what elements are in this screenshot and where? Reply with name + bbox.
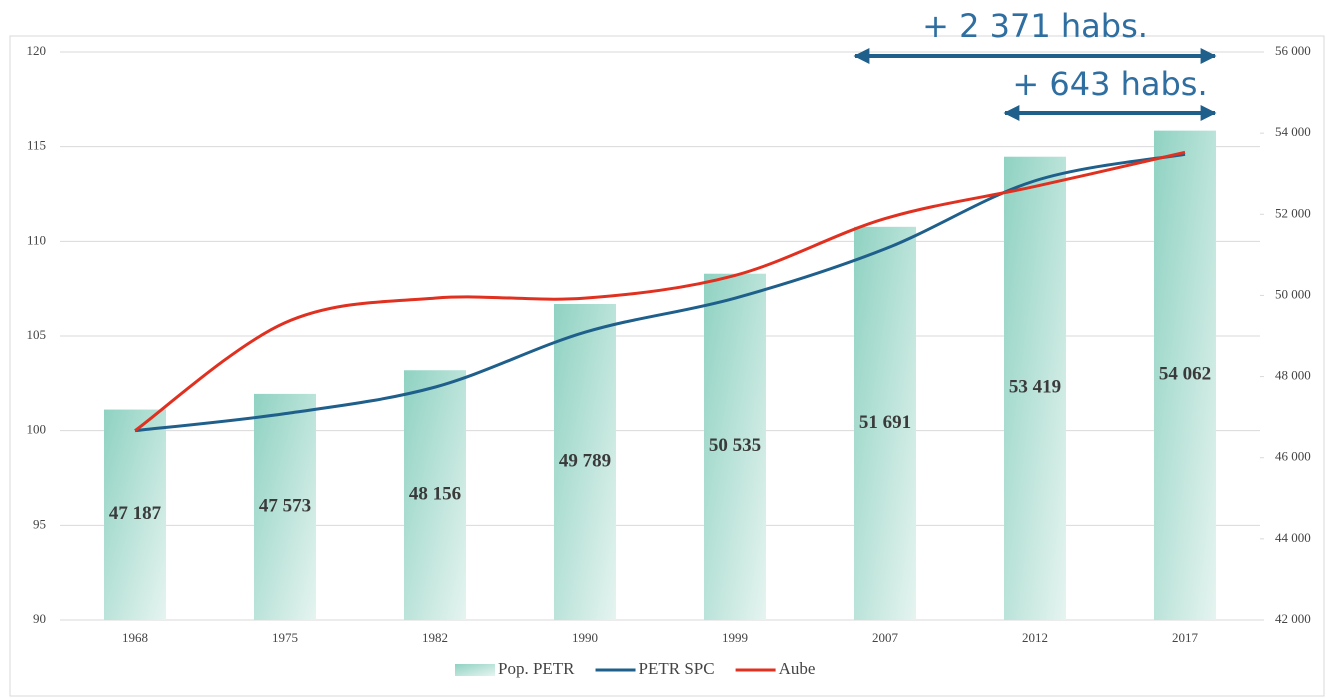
bar [704, 273, 766, 620]
data-label: 49 789 [559, 450, 611, 471]
annotation: + 2 371 habs. [922, 7, 1148, 45]
y2-tick-label: 48 000 [1275, 368, 1311, 383]
bar [254, 393, 316, 620]
x-tick-label: 1990 [572, 630, 598, 645]
data-label: 48 156 [409, 483, 461, 504]
legend-label: Aube [779, 659, 816, 678]
x-tick-label: 1975 [272, 630, 298, 645]
x-tick-label: 1999 [722, 630, 748, 645]
y2-tick-label: 52 000 [1275, 205, 1311, 220]
data-label: 54 062 [1159, 364, 1211, 385]
data-label: 47 187 [109, 503, 162, 524]
line [134, 152, 1186, 433]
bar [1004, 156, 1066, 621]
data-label: 50 535 [709, 435, 761, 456]
y-tick-label: 95 [33, 516, 46, 531]
bar [404, 370, 466, 620]
x-tick-label: 2017 [1172, 630, 1199, 645]
y2-tick-label: 42 000 [1275, 611, 1311, 626]
x-tick-label: 1968 [122, 630, 148, 645]
legend-label: Pop. PETR [498, 659, 575, 678]
x-tick-label: 1982 [422, 630, 448, 645]
bar [554, 303, 616, 620]
y-tick-label: 120 [27, 43, 47, 58]
annotation: + 643 habs. [1012, 65, 1207, 103]
y2-tick-label: 44 000 [1275, 530, 1311, 545]
legend-swatch [455, 664, 495, 676]
x-tick-label: 2007 [872, 630, 899, 645]
line [134, 150, 1186, 432]
data-label: 53 419 [1009, 377, 1061, 398]
data-label: 51 691 [859, 412, 911, 433]
legend-label: PETR SPC [639, 659, 715, 678]
bar [104, 409, 166, 620]
data-label: 47 573 [259, 495, 311, 516]
y2-tick-label: 46 000 [1275, 449, 1311, 464]
y-tick-label: 105 [27, 327, 47, 342]
y-tick-label: 90 [33, 611, 46, 626]
y-tick-label: 100 [27, 422, 47, 437]
y-tick-label: 115 [27, 138, 46, 153]
y2-tick-label: 56 000 [1275, 43, 1311, 58]
y2-tick-label: 50 000 [1275, 286, 1311, 301]
y-tick-label: 110 [27, 232, 46, 247]
bar [854, 226, 916, 621]
x-tick-label: 2012 [1022, 630, 1048, 645]
y2-tick-label: 54 000 [1275, 124, 1311, 139]
bar [1154, 130, 1216, 620]
frame [9, 35, 1325, 697]
